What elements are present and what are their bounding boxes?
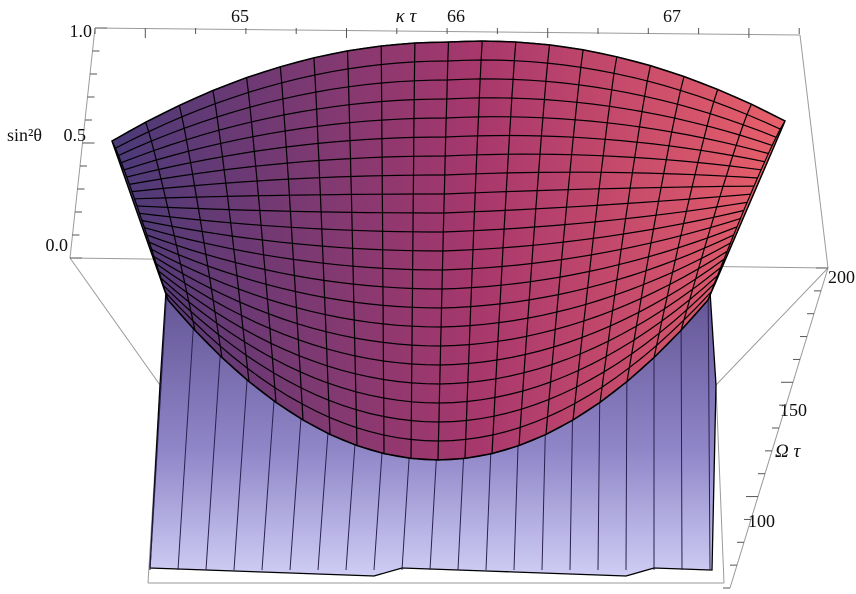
- curtain-line: [261, 372, 277, 571]
- mesh-col-line: [599, 65, 651, 403]
- curtain-line: [680, 300, 683, 571]
- mesh-col-line: [380, 45, 385, 454]
- mesh-col-line: [545, 49, 584, 435]
- z-axis-title: sin²θ: [7, 125, 42, 145]
- curtain-line: [205, 327, 223, 571]
- x-tick-label: 67: [663, 6, 681, 26]
- mesh-col-line: [178, 105, 223, 358]
- curtain-line: [177, 300, 196, 571]
- mesh-col-line: [572, 56, 618, 421]
- y-tick-label: 150: [780, 400, 807, 420]
- x-axis-title: κ τ: [396, 6, 418, 27]
- mesh-col-line: [653, 89, 719, 358]
- z-tick-label: 0.0: [46, 235, 69, 255]
- x-tick-label: 66: [447, 6, 465, 26]
- tick-marks: [70, 27, 828, 589]
- curtain-line: [625, 351, 628, 571]
- mesh-col-line: [410, 42, 416, 459]
- curtain-line: [149, 269, 169, 571]
- mesh-col-line: [464, 40, 483, 459]
- y-tick-label: 200: [828, 267, 855, 287]
- mesh-col-line: [313, 57, 331, 435]
- z-tick-label: 1.0: [70, 21, 93, 41]
- z-tick-label: 0.5: [64, 125, 87, 145]
- mesh-col-line: [346, 50, 358, 446]
- curtain-line: [289, 389, 304, 571]
- mesh-col-line: [111, 140, 169, 301]
- mesh-col-line: [212, 90, 250, 382]
- curtain-line: [707, 269, 711, 571]
- mesh-col-line: [518, 44, 551, 446]
- surface-mesh: [111, 40, 786, 461]
- y-tick-label: 100: [748, 511, 775, 531]
- mesh-col-line: [279, 66, 304, 421]
- axes: κ τ 65 66 67 sin²θ 0.5 0.0 1.0 200 150 1…: [7, 6, 855, 589]
- curtain-line: [597, 372, 601, 571]
- mesh-col-line: [491, 41, 517, 454]
- y-axis-title: Ω τ: [775, 441, 801, 462]
- mesh-col-line: [246, 77, 277, 403]
- mesh-col-line: [145, 122, 196, 331]
- mesh-col-line: [707, 120, 786, 301]
- mesh-col-line: [626, 76, 685, 382]
- x-tick-label: 65: [231, 6, 249, 26]
- mesh-col-line: [437, 41, 450, 461]
- curtain-line: [233, 351, 250, 571]
- mesh-col-line: [680, 103, 752, 331]
